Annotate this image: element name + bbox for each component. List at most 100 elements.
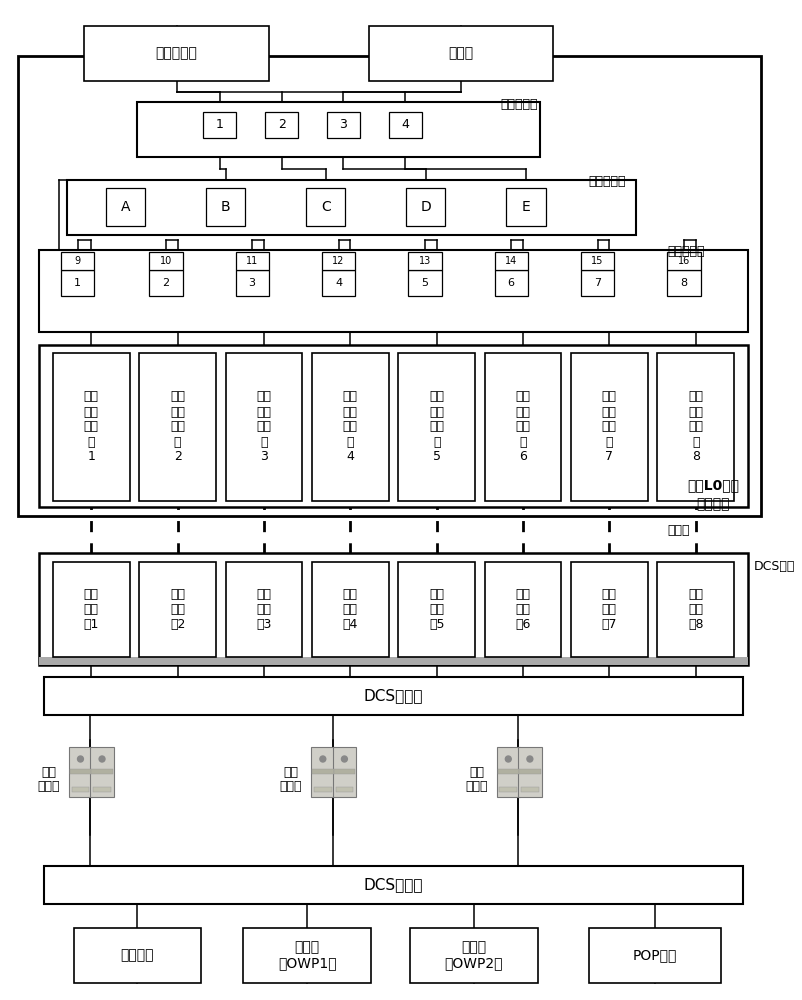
Text: 操作站
（OWP1）: 操作站 （OWP1）: [277, 940, 337, 971]
Text: 通讯服务器: 通讯服务器: [589, 175, 626, 188]
Bar: [44, 677, 743, 715]
Text: 计算
服务器: 计算 服务器: [280, 766, 302, 794]
Text: B: B: [221, 200, 230, 214]
Text: 14: 14: [505, 256, 517, 266]
Bar: [71, 787, 89, 792]
Bar: [518, 747, 541, 797]
Text: 现场
采集
控制
器
3: 现场 采集 控制 器 3: [257, 390, 271, 464]
Bar: [91, 769, 113, 774]
Bar: [506, 188, 545, 226]
Bar: [225, 353, 302, 501]
Bar: [39, 657, 747, 665]
Bar: [326, 112, 360, 138]
Bar: [484, 562, 561, 657]
Text: 模型服务器: 模型服务器: [156, 46, 197, 60]
Text: 现场
采集
控制
器
7: 现场 采集 控制 器 7: [602, 390, 617, 464]
Bar: [225, 562, 302, 657]
Text: 8: 8: [680, 278, 687, 288]
Bar: [495, 270, 528, 296]
Text: 4: 4: [401, 118, 409, 131]
Bar: [140, 562, 216, 657]
Bar: [312, 562, 389, 657]
Bar: [667, 270, 701, 296]
Bar: [658, 353, 734, 501]
Circle shape: [505, 756, 511, 762]
Bar: [44, 866, 743, 904]
Bar: [93, 787, 111, 792]
Bar: [140, 353, 216, 501]
Bar: [410, 928, 537, 983]
Bar: [322, 252, 355, 270]
Bar: [408, 252, 442, 270]
Bar: [53, 562, 130, 657]
Bar: [408, 270, 442, 296]
Bar: [149, 270, 183, 296]
Text: 测试装置: 测试装置: [697, 497, 730, 511]
Bar: [312, 353, 389, 501]
Text: 1: 1: [216, 118, 224, 131]
Bar: [236, 252, 269, 270]
Text: 现场
采集
控制
器
6: 现场 采集 控制 器 6: [516, 390, 530, 464]
Bar: [589, 928, 721, 983]
Circle shape: [320, 756, 326, 762]
Text: E: E: [521, 200, 530, 214]
Bar: [106, 188, 145, 226]
Text: 10: 10: [160, 256, 172, 266]
Text: 现场
控制
站3: 现场 控制 站3: [257, 588, 272, 631]
Bar: [306, 188, 346, 226]
Text: 现场
控制
站2: 现场 控制 站2: [170, 588, 185, 631]
Text: 上位机: 上位机: [448, 46, 474, 60]
Bar: [399, 353, 475, 501]
Bar: [137, 102, 540, 157]
Bar: [74, 928, 201, 983]
Circle shape: [99, 756, 105, 762]
Bar: [369, 26, 553, 81]
Text: 硬接线: 硬接线: [667, 524, 690, 537]
Bar: [667, 252, 701, 270]
Text: DCS系统: DCS系统: [754, 560, 795, 573]
Text: 7: 7: [594, 278, 602, 288]
Bar: [334, 769, 355, 774]
Text: 现场
采集
控制
器
4: 现场 采集 控制 器 4: [342, 390, 358, 464]
Text: 工程师站: 工程师站: [120, 948, 154, 962]
Text: D: D: [420, 200, 431, 214]
Text: 现场
控制
站4: 现场 控制 站4: [342, 588, 358, 631]
Bar: [67, 180, 636, 235]
Text: 下层交换机: 下层交换机: [667, 245, 705, 258]
Bar: [70, 769, 91, 774]
Bar: [497, 769, 519, 774]
Bar: [322, 270, 355, 296]
Bar: [236, 270, 269, 296]
Bar: [484, 353, 561, 501]
Text: 3: 3: [339, 118, 347, 131]
Bar: [314, 787, 332, 792]
Text: 15: 15: [591, 256, 604, 266]
Text: 现场
采集
控制
器
1: 现场 采集 控制 器 1: [83, 390, 99, 464]
Text: 现场
控制
站6: 现场 控制 站6: [516, 588, 531, 631]
Text: 3: 3: [249, 278, 256, 288]
Bar: [571, 562, 648, 657]
Text: C: C: [321, 200, 330, 214]
Bar: [203, 112, 237, 138]
Bar: [84, 26, 269, 81]
Bar: [39, 553, 747, 665]
Bar: [581, 270, 614, 296]
Circle shape: [527, 756, 533, 762]
Text: 模拟L0系统: 模拟L0系统: [687, 478, 739, 492]
Bar: [335, 787, 353, 792]
Bar: [519, 769, 541, 774]
Text: 1: 1: [74, 278, 81, 288]
Text: 现场
采集
控制
器
5: 现场 采集 控制 器 5: [429, 390, 444, 464]
Circle shape: [78, 756, 83, 762]
Bar: [312, 769, 334, 774]
Text: 2: 2: [162, 278, 169, 288]
Bar: [243, 928, 371, 983]
Bar: [333, 747, 356, 797]
Text: 操作站
（OWP2）: 操作站 （OWP2）: [444, 940, 503, 971]
Bar: [496, 747, 520, 797]
Text: 现场
控制
站1: 现场 控制 站1: [83, 588, 99, 631]
Text: 13: 13: [419, 256, 431, 266]
Bar: [53, 353, 130, 501]
Bar: [39, 250, 747, 332]
Text: 6: 6: [508, 278, 515, 288]
